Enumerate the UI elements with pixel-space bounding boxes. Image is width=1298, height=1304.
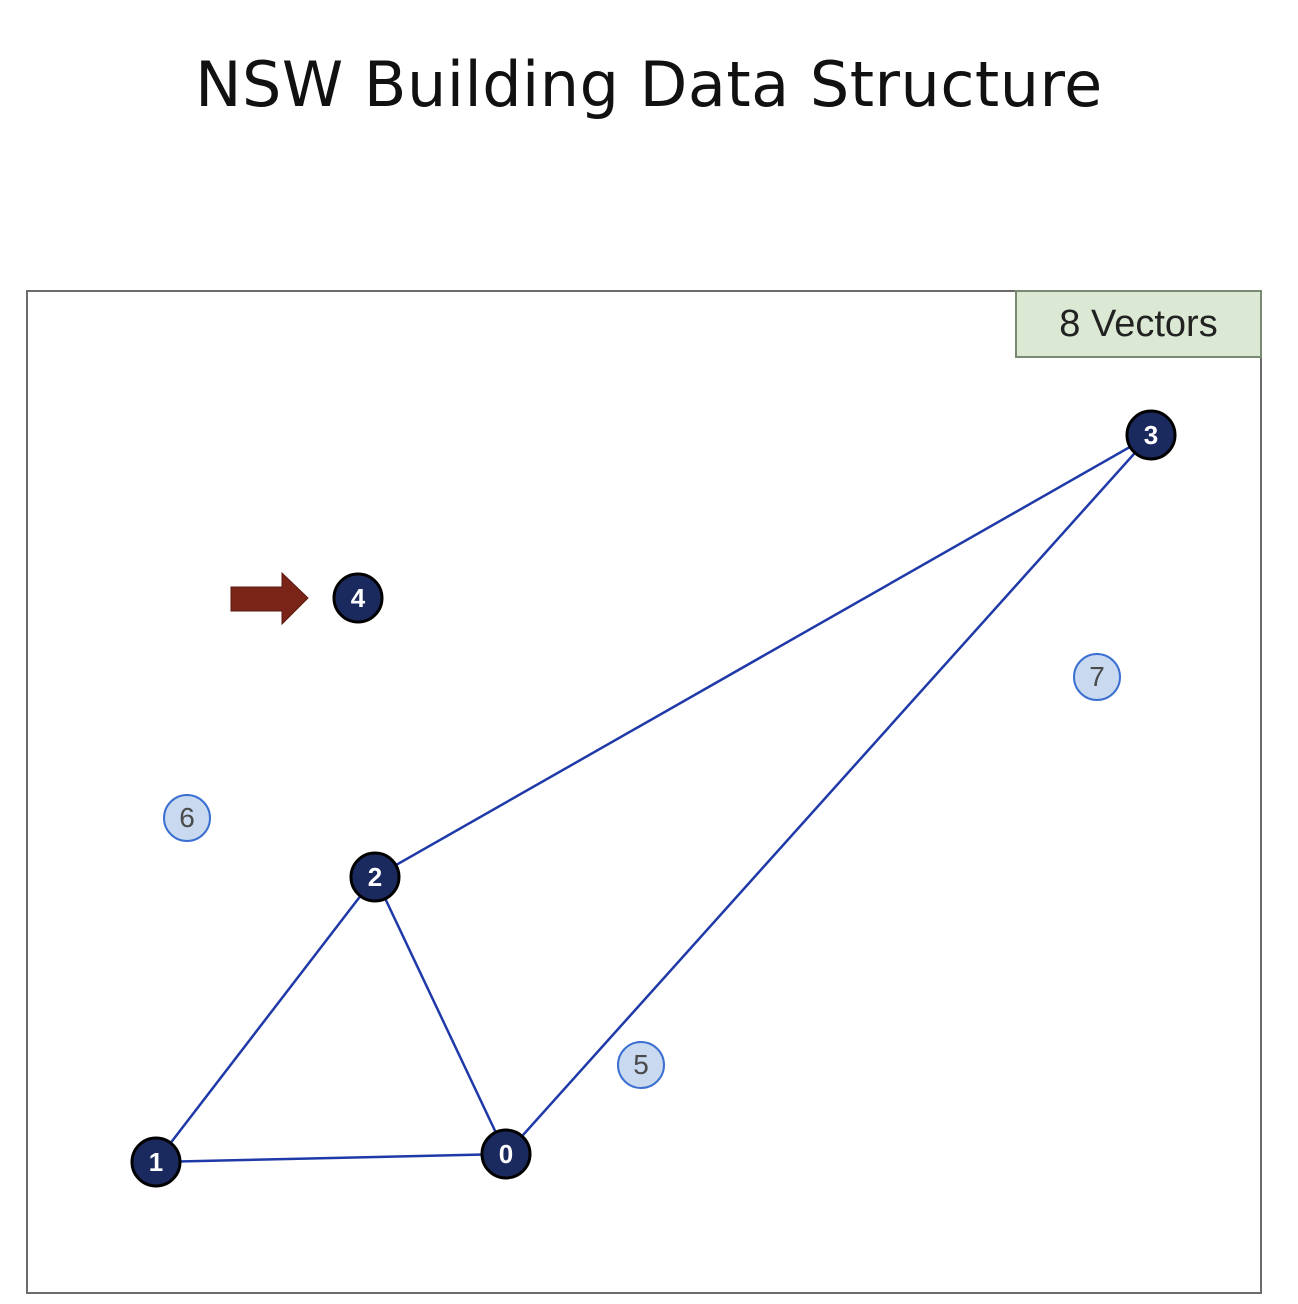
node-circle	[617, 1041, 665, 1089]
node-7: 7	[1073, 653, 1121, 701]
node-label: 3	[1144, 420, 1158, 450]
edges-layer	[155, 433, 1152, 1164]
edge-1-0	[155, 1152, 507, 1164]
node-circle	[1073, 653, 1121, 701]
edge-0-3	[505, 434, 1152, 1155]
node-5: 5	[617, 1041, 665, 1089]
node-circle	[349, 851, 401, 903]
node-1: 1	[130, 1136, 182, 1188]
node-circle	[480, 1128, 532, 1180]
arrow-layer	[230, 571, 309, 626]
vector-count-badge: 8 Vectors	[1015, 290, 1262, 358]
node-circle	[130, 1136, 182, 1188]
edge-1-2	[155, 876, 376, 1163]
edge-2-0	[373, 876, 508, 1155]
node-label: 6	[179, 802, 195, 833]
node-label: 1	[149, 1147, 163, 1177]
node-4: 4	[332, 572, 384, 624]
node-label: 4	[351, 583, 366, 613]
page-title: NSW Building Data Structure	[195, 48, 1103, 121]
nodes-layer: 0 1 2 3 4 5 6 7	[130, 409, 1177, 1188]
node-circle	[332, 572, 384, 624]
node-2: 2	[349, 851, 401, 903]
node-0: 0	[480, 1128, 532, 1180]
diagram-frame	[26, 290, 1262, 1294]
node-circle	[163, 794, 211, 842]
node-label: 2	[368, 862, 382, 892]
node-3: 3	[1125, 409, 1177, 461]
node-label: 5	[633, 1049, 649, 1080]
node-6: 6	[163, 794, 211, 842]
node-label: 7	[1089, 661, 1105, 692]
edge-2-3	[374, 433, 1152, 879]
node-label: 0	[499, 1139, 513, 1169]
node-circle	[1125, 409, 1177, 461]
right-arrow-icon	[230, 571, 309, 626]
